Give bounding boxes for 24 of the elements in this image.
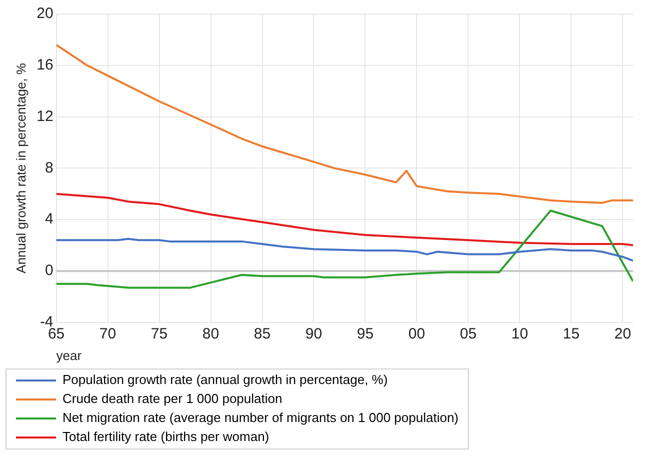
x-tick-label: 20 xyxy=(614,326,632,343)
x-tick-label: 15 xyxy=(562,326,580,343)
x-tick-label: 85 xyxy=(254,326,271,343)
x-tick-label: 00 xyxy=(408,326,426,343)
x-tick-label: 10 xyxy=(511,326,528,343)
y-tick-label: 4 xyxy=(44,210,54,228)
legend-label: Population growth rate (annual growth in percentage, %) xyxy=(62,372,388,388)
x-tick-label: 90 xyxy=(305,326,322,343)
x-tick-label: 70 xyxy=(99,326,116,343)
x-tick-label: 95 xyxy=(356,326,374,343)
x-axis-title: year xyxy=(56,348,82,363)
legend-label: Total fertility rate (births per woman) xyxy=(62,429,270,444)
legend-label: Crude death rate per 1 000 population xyxy=(62,391,282,406)
x-tick-label: 80 xyxy=(202,326,220,343)
y-tick-label: 0 xyxy=(44,262,54,280)
x-tick-label: 05 xyxy=(460,326,477,343)
y-tick-label: 20 xyxy=(36,5,54,22)
y-tick-label: 12 xyxy=(36,108,54,125)
y-tick-label: 16 xyxy=(36,56,54,74)
y-axis-title: Annual growth rate in percentage, % xyxy=(13,62,28,274)
y-tick-label: 8 xyxy=(44,159,54,176)
legend-label: Net migration rate (average number of migrants on 1 000 population) xyxy=(62,410,458,426)
x-tick-label: 65 xyxy=(48,326,65,343)
x-tick-label: 75 xyxy=(150,326,168,343)
